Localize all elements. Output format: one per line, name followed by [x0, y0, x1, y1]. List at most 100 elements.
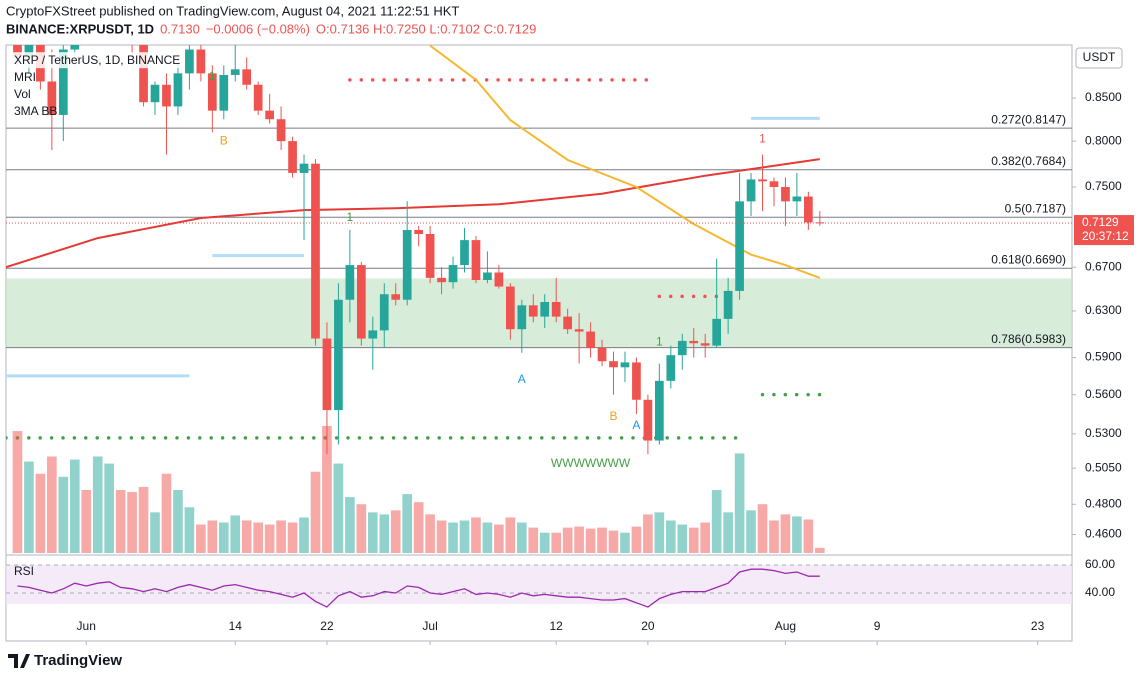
candle-body: [150, 84, 160, 103]
candle-body: [368, 330, 378, 339]
candle-body: [769, 181, 779, 187]
rsi-line: [17, 568, 820, 608]
candle-body: [196, 49, 206, 74]
volume-bar: [757, 504, 768, 553]
volume-bar: [299, 517, 309, 553]
candle-body: [643, 399, 653, 441]
volume-bar: [115, 490, 126, 553]
volume-bar: [333, 463, 344, 553]
volume-bar: [127, 492, 137, 553]
volume-bar: [287, 522, 298, 553]
marker: B: [220, 133, 228, 147]
fib-label: 0.618(0.6690): [991, 252, 1066, 266]
volume-bar: [345, 497, 355, 553]
volume-bar: [803, 519, 814, 553]
candle-body: [242, 69, 252, 85]
volume-bar: [620, 532, 630, 553]
volume-bar: [196, 524, 206, 553]
volume-bar: [241, 520, 252, 553]
fib-label: 0.272(0.8147): [991, 112, 1066, 126]
candle-body: [425, 234, 435, 278]
y-tick-label: 0.4600: [1085, 527, 1122, 541]
marker: WWWWWWW: [551, 456, 631, 470]
last-price-box: [1074, 215, 1134, 246]
volume-bar: [631, 526, 642, 553]
volume-bar: [700, 522, 711, 553]
change: −0.0006 (−0.08%): [206, 21, 310, 36]
fib-label: 0.786(0.5983): [991, 332, 1066, 346]
candle-body: [58, 49, 68, 115]
legend-bg: [11, 52, 184, 69]
volume-bar: [539, 532, 550, 553]
volume-bar: [746, 510, 756, 553]
volume-bar: [471, 517, 481, 553]
candle-body: [345, 265, 355, 300]
candle-body: [334, 299, 343, 411]
candle-body: [460, 240, 469, 266]
candle-body: [173, 73, 183, 107]
countdown: 20:37:12: [1082, 229, 1129, 243]
volume-bar: [207, 520, 218, 553]
candle-body: [265, 110, 274, 120]
candle-body: [494, 272, 504, 287]
volume-bar: [643, 514, 653, 553]
volume-bar: [574, 526, 584, 553]
legend-item: Vol: [14, 87, 31, 101]
symbol: BINANCE:XRPUSDT, 1D: [6, 21, 154, 36]
volume-bar: [173, 490, 183, 553]
candle-body: [597, 348, 607, 362]
candle-body: [448, 265, 458, 283]
volume-bar: [402, 494, 412, 553]
volume-bar: [413, 502, 424, 553]
candle-body: [391, 294, 401, 300]
rsi-tick-label: 60.00: [1085, 557, 1115, 571]
support-zone: [6, 278, 1072, 348]
x-tick-label: 20: [641, 619, 655, 633]
candle-body: [207, 73, 217, 111]
volume-bar: [585, 528, 596, 553]
volume-bar: [218, 522, 229, 553]
marker: 1: [347, 210, 354, 224]
y-tick-label: 0.6700: [1085, 259, 1122, 273]
legend-item: 3MA BB: [14, 104, 57, 118]
marker: A: [518, 372, 526, 386]
volume-bar: [184, 507, 195, 553]
volume-bar: [81, 490, 92, 553]
candle-body: [70, 45, 80, 50]
candle-body: [700, 343, 710, 346]
volume-bar: [459, 520, 470, 553]
volume-bar: [528, 527, 539, 553]
candle-body: [792, 196, 802, 202]
x-tick-label: 9: [874, 619, 881, 633]
volume-bar: [688, 527, 699, 553]
volume-bar: [138, 486, 149, 553]
marker: 1: [656, 334, 663, 348]
volume-bar: [494, 524, 504, 553]
marker: A: [632, 418, 640, 432]
volume-bar: [24, 461, 34, 553]
rsi-label: RSI: [14, 564, 34, 578]
volume-bar: [390, 510, 401, 553]
volume-bar: [677, 524, 688, 553]
x-tick-label: 12: [550, 619, 564, 633]
y-tick-label: 0.8000: [1085, 133, 1122, 147]
candle-body: [758, 179, 767, 182]
volume-bar: [815, 547, 825, 553]
marker: 1: [209, 69, 216, 83]
candle-body: [311, 163, 320, 339]
currency: USDT: [1083, 50, 1116, 64]
fib-label: 0.5(0.7187): [1005, 201, 1066, 215]
candle-body: [666, 355, 676, 381]
candle-body: [139, 45, 148, 103]
publisher: CryptoFXStreet published on TradingView.…: [6, 3, 459, 18]
candle-body: [563, 316, 573, 330]
footer-logo: [8, 654, 30, 668]
volume-bar: [769, 520, 779, 553]
moving-average: [6, 158, 820, 269]
candle-body: [414, 229, 424, 235]
candle-body: [654, 380, 664, 441]
x-tick-label: 23: [1031, 619, 1045, 633]
ohlc: O:0.7136 H:0.7250 L:0.7102 C:0.7129: [316, 21, 536, 36]
volume-bar: [608, 530, 619, 553]
